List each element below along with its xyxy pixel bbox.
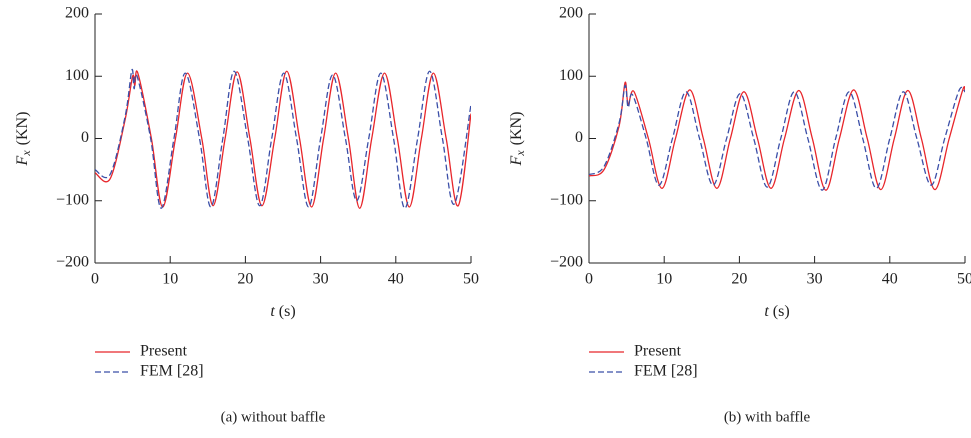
y-tick-label: 200 bbox=[559, 5, 583, 22]
x-tick-label: 50 bbox=[463, 271, 479, 288]
x-tick-label: 30 bbox=[807, 271, 823, 288]
legend-label: FEM [28] bbox=[634, 363, 698, 380]
x-tick-label: 40 bbox=[882, 271, 898, 288]
series-line bbox=[589, 84, 965, 191]
x-tick-label: 40 bbox=[388, 271, 404, 288]
y-tick-label: 0 bbox=[81, 129, 89, 146]
y-tick-label: 100 bbox=[65, 67, 89, 84]
x-axis-label: t (s) bbox=[764, 303, 789, 320]
y-tick-label: −200 bbox=[550, 254, 583, 271]
legend-label: Present bbox=[140, 343, 188, 360]
y-axis-label: Fx (KN) bbox=[14, 112, 33, 167]
caption: (a) without baffle bbox=[221, 409, 326, 425]
series-line bbox=[95, 70, 471, 209]
y-label-symbol: F bbox=[508, 155, 525, 166]
y-label-subscript: x bbox=[19, 150, 33, 157]
y-tick-label: −100 bbox=[550, 191, 583, 208]
y-label-unit: (KN) bbox=[14, 112, 31, 146]
x-tick-label: 20 bbox=[731, 271, 747, 288]
chart: −200 −100 0 100 200 0 10 20 30 40 50 Present FEM [28… bbox=[508, 5, 971, 426]
y-label-subscript: x bbox=[513, 150, 527, 157]
legend-label: FEM [28] bbox=[140, 363, 204, 380]
x-label-symbol: t bbox=[764, 303, 769, 320]
y-tick-label: −100 bbox=[56, 191, 89, 208]
y-tick-label: 0 bbox=[575, 129, 583, 146]
x-axis-label: t (s) bbox=[270, 303, 295, 320]
y-label-unit: (KN) bbox=[508, 112, 525, 146]
x-tick-label: 0 bbox=[585, 271, 593, 288]
chart: −200 −100 0 100 200 0 10 20 30 40 50 Present FEM [28… bbox=[14, 5, 479, 426]
x-tick-label: 50 bbox=[957, 271, 971, 288]
x-label-symbol: t bbox=[270, 303, 275, 320]
x-tick-label: 10 bbox=[162, 271, 178, 288]
x-label-unit: (s) bbox=[773, 303, 790, 320]
x-tick-label: 0 bbox=[91, 271, 99, 288]
caption: (b) with baffle bbox=[724, 409, 811, 425]
series-line bbox=[589, 81, 965, 191]
x-tick-label: 30 bbox=[313, 271, 329, 288]
series-line bbox=[95, 68, 471, 209]
y-tick-label: 200 bbox=[65, 5, 89, 22]
y-label-symbol: F bbox=[14, 155, 31, 166]
x-tick-label: 10 bbox=[656, 271, 672, 288]
y-axis-label: Fx (KN) bbox=[508, 112, 527, 167]
x-tick-label: 20 bbox=[237, 271, 253, 288]
y-tick-label: −200 bbox=[56, 254, 89, 271]
legend-label: Present bbox=[634, 343, 682, 360]
x-label-unit: (s) bbox=[279, 303, 296, 320]
y-tick-label: 100 bbox=[559, 67, 583, 84]
